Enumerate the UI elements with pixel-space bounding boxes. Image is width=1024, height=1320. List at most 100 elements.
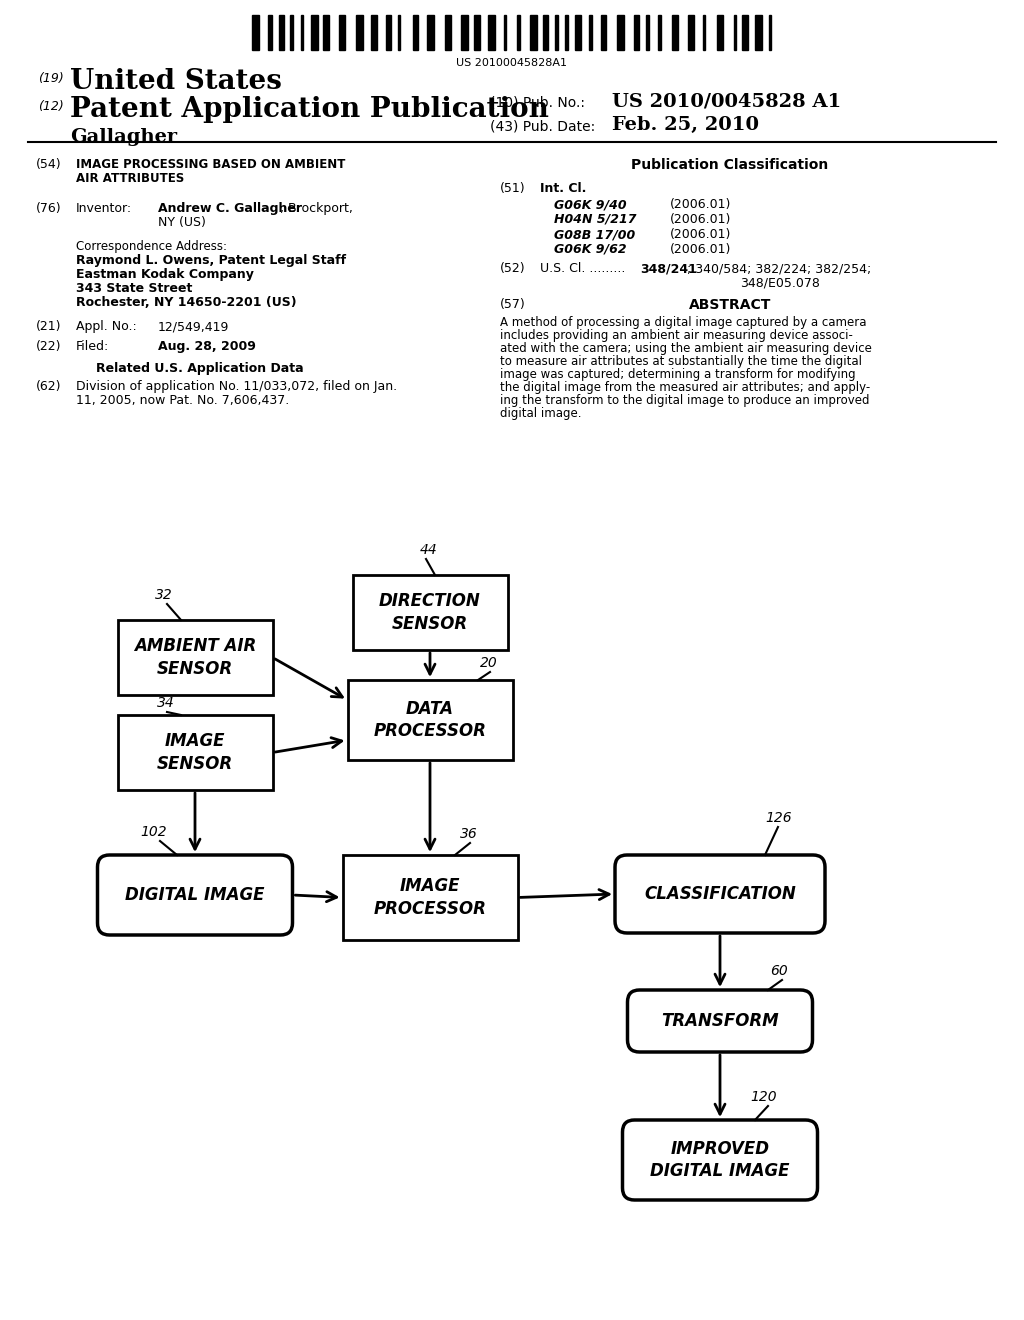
Text: (54): (54): [36, 158, 61, 172]
Text: Raymond L. Owens, Patent Legal Staff: Raymond L. Owens, Patent Legal Staff: [76, 253, 346, 267]
Text: US 20100045828A1: US 20100045828A1: [457, 58, 567, 69]
Text: image was captured; determining a transform for modifying: image was captured; determining a transf…: [500, 368, 856, 381]
Text: A method of processing a digital image captured by a camera: A method of processing a digital image c…: [500, 315, 866, 329]
Bar: [323, 15, 329, 50]
Text: 348/241: 348/241: [640, 261, 697, 275]
Bar: [575, 15, 581, 50]
Bar: [279, 15, 284, 50]
Bar: [427, 15, 434, 50]
Text: Inventor:: Inventor:: [76, 202, 132, 215]
Text: ated with the camera; using the ambient air measuring device: ated with the camera; using the ambient …: [500, 342, 871, 355]
Text: (2006.01): (2006.01): [670, 228, 731, 242]
Bar: [398, 15, 400, 50]
Text: G08B 17/00: G08B 17/00: [554, 228, 635, 242]
Text: G06K 9/40: G06K 9/40: [554, 198, 627, 211]
Text: Publication Classification: Publication Classification: [632, 158, 828, 172]
FancyBboxPatch shape: [628, 990, 812, 1052]
Text: 60: 60: [770, 964, 787, 978]
Bar: [530, 15, 537, 50]
Text: Division of application No. 11/033,072, filed on Jan.: Division of application No. 11/033,072, …: [76, 380, 397, 393]
Text: IMPROVED
DIGITAL IMAGE: IMPROVED DIGITAL IMAGE: [650, 1140, 790, 1180]
Text: CLASSIFICATION: CLASSIFICATION: [644, 884, 796, 903]
FancyBboxPatch shape: [352, 576, 508, 649]
Text: Filed:: Filed:: [76, 341, 110, 352]
Bar: [601, 15, 606, 50]
Text: AIR ATTRIBUTES: AIR ATTRIBUTES: [76, 172, 184, 185]
Bar: [504, 15, 506, 50]
Text: 126: 126: [765, 810, 792, 825]
Text: Eastman Kodak Company: Eastman Kodak Company: [76, 268, 254, 281]
Bar: [617, 15, 624, 50]
FancyBboxPatch shape: [623, 1119, 817, 1200]
Bar: [488, 15, 495, 50]
Text: 20: 20: [480, 656, 498, 671]
Text: (51): (51): [500, 182, 525, 195]
Text: U.S. Cl. .........: U.S. Cl. .........: [540, 261, 626, 275]
Bar: [543, 15, 548, 50]
Bar: [356, 15, 362, 50]
Bar: [311, 15, 318, 50]
Bar: [371, 15, 377, 50]
Bar: [474, 15, 480, 50]
Text: IMAGE PROCESSING BASED ON AMBIENT: IMAGE PROCESSING BASED ON AMBIENT: [76, 158, 345, 172]
Text: IMAGE
SENSOR: IMAGE SENSOR: [157, 733, 233, 772]
Text: NY (US): NY (US): [158, 216, 206, 228]
Text: 343 State Street: 343 State Street: [76, 282, 193, 294]
Bar: [461, 15, 468, 50]
FancyBboxPatch shape: [118, 715, 272, 789]
Text: (52): (52): [500, 261, 525, 275]
Bar: [703, 15, 705, 50]
Bar: [413, 15, 418, 50]
FancyBboxPatch shape: [347, 680, 512, 760]
Text: ing the transform to the digital image to produce an improved: ing the transform to the digital image t…: [500, 393, 869, 407]
Text: 32: 32: [155, 587, 173, 602]
Text: 34: 34: [157, 696, 175, 710]
Bar: [634, 15, 639, 50]
Bar: [717, 15, 723, 50]
Text: 36: 36: [460, 828, 478, 841]
Bar: [688, 15, 694, 50]
Text: DIGITAL IMAGE: DIGITAL IMAGE: [125, 886, 265, 904]
Text: digital image.: digital image.: [500, 407, 582, 420]
Bar: [252, 15, 259, 50]
Text: 102: 102: [140, 825, 167, 840]
Text: AMBIENT AIR
SENSOR: AMBIENT AIR SENSOR: [134, 638, 256, 677]
Bar: [386, 15, 391, 50]
Bar: [589, 15, 592, 50]
Text: (10) Pub. No.:: (10) Pub. No.:: [490, 96, 585, 110]
Bar: [268, 15, 272, 50]
FancyBboxPatch shape: [342, 855, 517, 940]
Text: Rochester, NY 14650-2201 (US): Rochester, NY 14650-2201 (US): [76, 296, 297, 309]
Text: includes providing an ambient air measuring device associ-: includes providing an ambient air measur…: [500, 329, 853, 342]
Text: Related U.S. Application Data: Related U.S. Application Data: [96, 362, 304, 375]
Bar: [565, 15, 568, 50]
Text: Patent Application Publication: Patent Application Publication: [70, 96, 549, 123]
Text: United States: United States: [70, 69, 282, 95]
Text: (2006.01): (2006.01): [670, 243, 731, 256]
Text: H04N 5/217: H04N 5/217: [554, 213, 637, 226]
Text: DATA
PROCESSOR: DATA PROCESSOR: [374, 700, 486, 741]
Text: , Brockport,: , Brockport,: [280, 202, 353, 215]
Text: 348/E05.078: 348/E05.078: [740, 276, 820, 289]
Bar: [517, 15, 520, 50]
Text: (21): (21): [36, 319, 61, 333]
Bar: [301, 15, 303, 50]
Bar: [742, 15, 748, 50]
Bar: [445, 15, 451, 50]
Text: IMAGE
PROCESSOR: IMAGE PROCESSOR: [374, 878, 486, 917]
Text: (62): (62): [36, 380, 61, 393]
Text: to measure air attributes at substantially the time the digital: to measure air attributes at substantial…: [500, 355, 862, 368]
Text: the digital image from the measured air attributes; and apply-: the digital image from the measured air …: [500, 381, 870, 393]
Text: US 2010/0045828 A1: US 2010/0045828 A1: [612, 92, 842, 111]
Bar: [734, 15, 736, 50]
Text: (22): (22): [36, 341, 61, 352]
Text: Andrew C. Gallagher: Andrew C. Gallagher: [158, 202, 302, 215]
Text: 12/549,419: 12/549,419: [158, 319, 229, 333]
Text: (76): (76): [36, 202, 61, 215]
Text: Correspondence Address:: Correspondence Address:: [76, 240, 227, 253]
Text: 11, 2005, now Pat. No. 7,606,437.: 11, 2005, now Pat. No. 7,606,437.: [76, 393, 289, 407]
Bar: [646, 15, 649, 50]
Bar: [658, 15, 662, 50]
Bar: [290, 15, 293, 50]
FancyBboxPatch shape: [615, 855, 825, 933]
